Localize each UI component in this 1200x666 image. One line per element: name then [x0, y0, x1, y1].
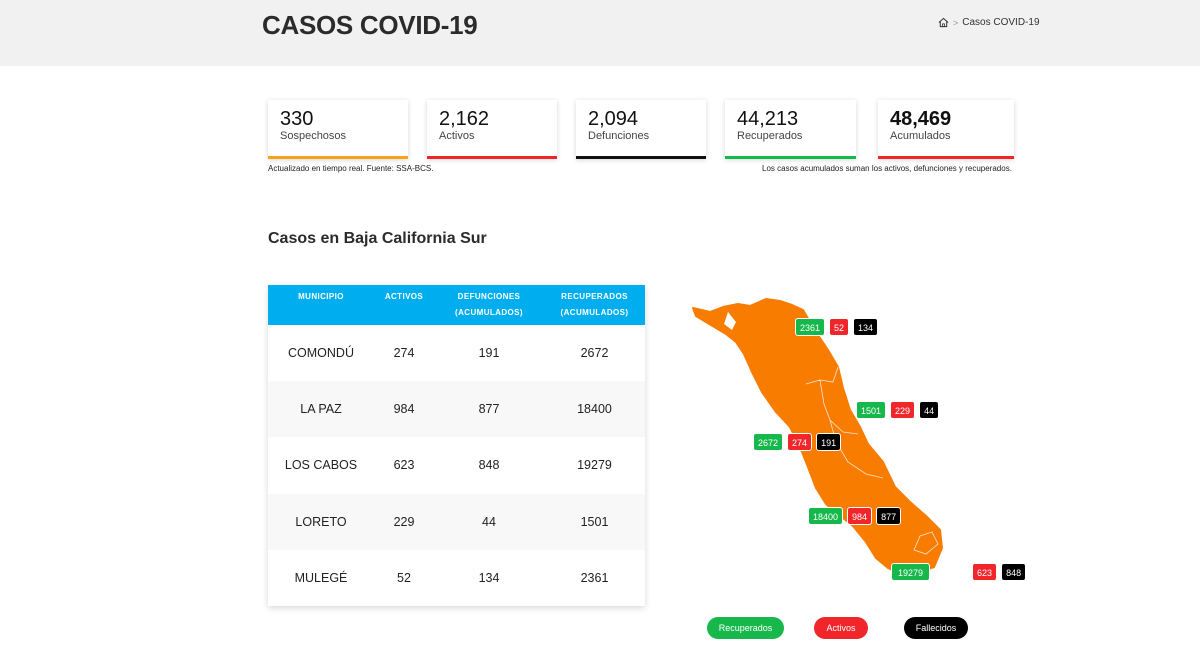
stat-card-activos: 2,162 Activos: [427, 100, 557, 159]
column-header-activos: ACTIVOS: [384, 292, 424, 301]
stat-card-defunciones: 2,094 Defunciones: [576, 100, 706, 159]
cell-municipio: LOS CABOS: [284, 458, 358, 473]
stat-label: Activos: [439, 130, 475, 142]
badge-group-loreto: 1501 229 44: [856, 401, 940, 419]
breadcrumb-current: Casos COVID-19: [962, 17, 1040, 28]
stat-value: 330: [280, 108, 314, 130]
table-row: LOS CABOS 623 848 19279: [268, 437, 645, 493]
stat-label: Acumulados: [890, 130, 951, 142]
badge-recuperados: 2672: [753, 433, 784, 451]
stat-value: 48,469: [890, 108, 952, 130]
badge-fallecidos: 877: [876, 507, 902, 525]
legend-activos-button[interactable]: Activos: [814, 617, 868, 639]
table-row: LORETO 229 44 1501: [268, 493, 645, 550]
legend-recuperados-button[interactable]: Recuperados: [707, 617, 784, 639]
badge-group-comondu: 2672 274 191: [753, 433, 842, 451]
stat-bar: [576, 156, 706, 159]
cell-municipio: LA PAZ: [300, 402, 342, 417]
cell-recuperados: 2672: [580, 346, 609, 361]
cell-recuperados: 18400: [577, 402, 612, 417]
badge-activos: 52: [829, 318, 850, 336]
stat-card-acumulados: 48,469 Acumulados: [878, 100, 1014, 159]
column-header-line: DEFUNCIONES: [457, 292, 521, 301]
home-icon[interactable]: [938, 17, 949, 28]
badge-group-la-paz: 18400 984 877: [808, 507, 902, 525]
cell-defunciones: 191: [478, 346, 500, 361]
stat-value: 2,162: [439, 108, 490, 130]
cell-activos: 623: [393, 458, 415, 473]
map-inner-notch: [724, 312, 736, 330]
column-header-line: RECUPERADOS: [561, 292, 628, 301]
table-row: COMONDÚ 274 191 2672: [268, 325, 645, 381]
stat-label: Defunciones: [588, 130, 650, 142]
page-header: CASOS COVID-19 > Casos COVID-19: [0, 0, 1200, 66]
badge-fallecidos: 848: [1001, 563, 1027, 581]
cell-activos: 52: [397, 570, 411, 585]
cell-recuperados: 19279: [577, 458, 612, 473]
table-header: MUNICIPIO ACTIVOS DEFUNCIONES (ACUMULADO…: [268, 285, 645, 325]
cell-defunciones: 848: [478, 458, 500, 473]
stat-card-recuperados: 44,213 Recuperados: [725, 100, 856, 159]
column-header-line: (ACUMULADOS): [560, 308, 629, 317]
stat-label: Recuperados: [737, 130, 803, 142]
badge-recuperados: 1501: [856, 401, 887, 419]
bcs-map: [692, 298, 943, 575]
legend-fallecidos-button[interactable]: Fallecidos: [904, 617, 968, 639]
badge-fallecidos: 134: [853, 318, 879, 336]
column-header-defunciones: DEFUNCIONES (ACUMULADOS): [434, 285, 544, 325]
cell-defunciones: 44: [482, 514, 496, 529]
cell-defunciones: 877: [478, 402, 500, 417]
badge-recuperados: 18400: [808, 507, 844, 525]
badge-activos: 984: [847, 507, 873, 525]
column-header-recuperados: RECUPERADOS (ACUMULADOS): [544, 285, 645, 325]
badge-fallecidos: 44: [919, 401, 940, 419]
stat-bar: [268, 156, 408, 159]
badge-activos: 229: [890, 401, 916, 419]
cell-municipio: MULEGÉ: [294, 570, 348, 585]
stat-bar: [878, 156, 1014, 159]
cell-municipio: COMONDÚ: [288, 346, 354, 361]
page-title: CASOS COVID-19: [262, 10, 478, 40]
column-header-municipio: MUNICIPIO: [298, 292, 344, 301]
stat-bar: [427, 156, 557, 159]
stat-value: 2,094: [588, 108, 639, 130]
badge-recuperados: 19279: [891, 563, 931, 581]
cell-recuperados: 1501: [580, 514, 609, 529]
municipios-table: MUNICIPIO ACTIVOS DEFUNCIONES (ACUMULADO…: [268, 285, 645, 606]
badge-recuperados: 2361: [795, 318, 826, 336]
stat-bar: [725, 156, 856, 159]
badge-group-los-cabos: 19279 623 848: [891, 563, 1027, 581]
table-row: MULEGÉ 52 134 2361: [268, 550, 645, 606]
stat-value: 44,213: [737, 108, 799, 130]
badge-activos: 623: [972, 563, 998, 581]
source-note: Actualizado en tiempo real. Fuente: SSA-…: [268, 164, 434, 173]
cell-defunciones: 134: [478, 570, 500, 585]
column-header-line: (ACUMULADOS): [455, 308, 523, 317]
cell-activos: 274: [393, 346, 415, 361]
breadcrumb-separator: >: [953, 17, 959, 28]
cell-municipio: LORETO: [295, 514, 347, 529]
municipio-border: [805, 366, 939, 555]
stat-label: Sospechosos: [280, 130, 347, 142]
cell-recuperados: 2361: [580, 570, 609, 585]
stat-card-sospechosos: 330 Sospechosos: [268, 100, 408, 159]
breadcrumb: > Casos COVID-19: [938, 17, 1040, 28]
section-title: Casos en Baja California Sur: [268, 230, 487, 247]
badge-activos: 274: [787, 433, 813, 451]
accumulated-note: Los casos acumulados suman los activos, …: [762, 164, 1012, 173]
badge-group-mulege: 2361 52 134: [795, 318, 879, 336]
table-row: LA PAZ 984 877 18400: [268, 381, 645, 438]
cell-activos: 984: [393, 402, 415, 417]
badge-fallecidos: 191: [816, 433, 842, 451]
cell-activos: 229: [393, 514, 415, 529]
